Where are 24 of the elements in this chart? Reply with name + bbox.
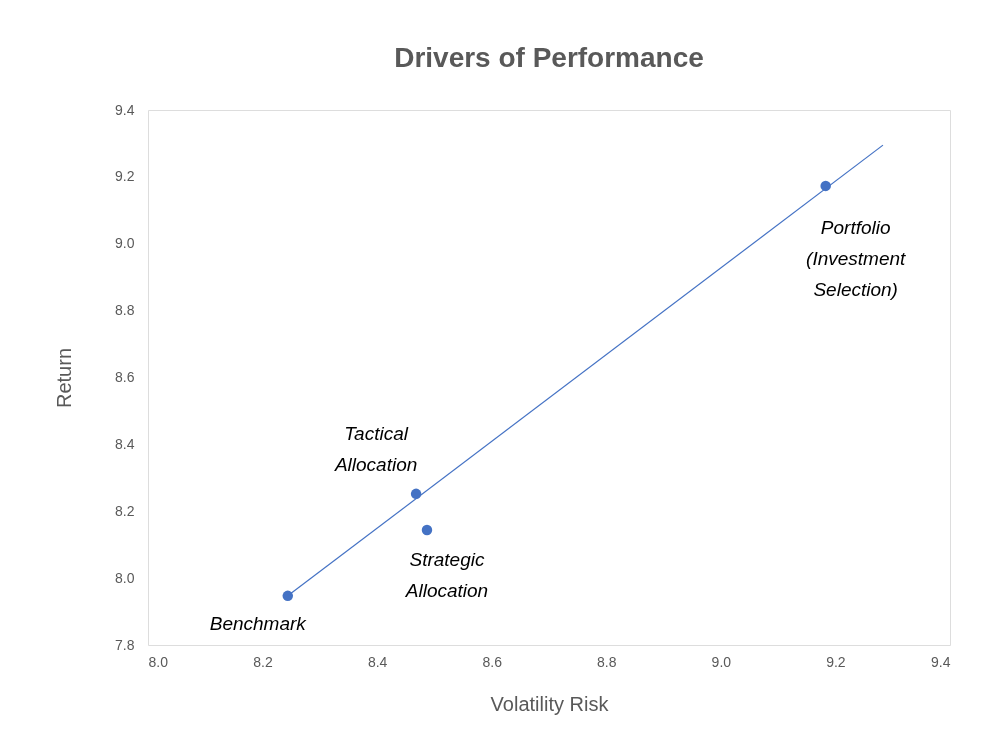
y-tick-label: 8.6 — [115, 369, 135, 385]
y-axis-title: Return — [53, 347, 76, 409]
annotation: Benchmark — [209, 612, 308, 634]
y-tick-label: 8.4 — [115, 435, 135, 452]
y-tick-label: 9.0 — [115, 235, 135, 252]
y-tick-label: 8.2 — [115, 502, 135, 519]
annotation: Strategic Allocation — [404, 548, 489, 601]
x-tick-label: 8.2 — [253, 653, 274, 670]
x-tick-label: 8.4 — [367, 653, 388, 670]
y-tick-label: 9.2 — [115, 168, 135, 185]
x-tick-label: 9.2 — [826, 653, 846, 670]
annotation: Tactical Allocation — [333, 422, 418, 475]
annotation: Portfolio (Investment Selection) — [806, 216, 907, 300]
y-tick-label: 8.0 — [115, 569, 135, 586]
y-tick-label: 8.8 — [115, 302, 135, 319]
x-axis-title: Volatility Risk — [490, 692, 610, 715]
x-tick-label: 8.0 — [148, 653, 169, 670]
y-tick-label: 9.4 — [115, 101, 135, 118]
x-tick-label: 8.6 — [482, 653, 503, 670]
y-tick-label: 7.8 — [115, 636, 135, 653]
x-tick-label: 9.4 — [931, 653, 951, 670]
chart-title: Drivers of Performance — [394, 42, 704, 73]
x-tick-label: 8.8 — [597, 653, 617, 670]
x-tick-label: 9.0 — [711, 653, 732, 670]
